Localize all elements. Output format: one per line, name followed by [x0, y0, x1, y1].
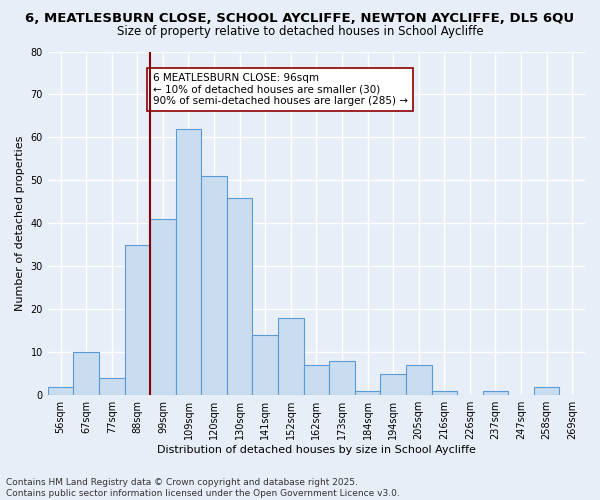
Bar — [253, 335, 278, 395]
Bar — [227, 198, 253, 395]
Text: 6 MEATLESBURN CLOSE: 96sqm
← 10% of detached houses are smaller (30)
90% of semi: 6 MEATLESBURN CLOSE: 96sqm ← 10% of deta… — [152, 73, 407, 106]
Bar — [380, 374, 406, 395]
Bar — [201, 176, 227, 395]
Bar — [73, 352, 99, 395]
Text: 6, MEATLESBURN CLOSE, SCHOOL AYCLIFFE, NEWTON AYCLIFFE, DL5 6QU: 6, MEATLESBURN CLOSE, SCHOOL AYCLIFFE, N… — [25, 12, 575, 26]
Bar — [482, 391, 508, 395]
Bar — [406, 365, 431, 395]
Text: Contains HM Land Registry data © Crown copyright and database right 2025.
Contai: Contains HM Land Registry data © Crown c… — [6, 478, 400, 498]
Bar — [329, 361, 355, 395]
Y-axis label: Number of detached properties: Number of detached properties — [15, 136, 25, 311]
Bar — [125, 245, 150, 395]
Bar — [278, 318, 304, 395]
X-axis label: Distribution of detached houses by size in School Aycliffe: Distribution of detached houses by size … — [157, 445, 476, 455]
Bar — [99, 378, 125, 395]
Bar — [534, 386, 559, 395]
Bar — [304, 365, 329, 395]
Bar — [176, 129, 201, 395]
Text: Size of property relative to detached houses in School Aycliffe: Size of property relative to detached ho… — [116, 25, 484, 38]
Bar — [150, 219, 176, 395]
Bar — [355, 391, 380, 395]
Bar — [431, 391, 457, 395]
Bar — [48, 386, 73, 395]
